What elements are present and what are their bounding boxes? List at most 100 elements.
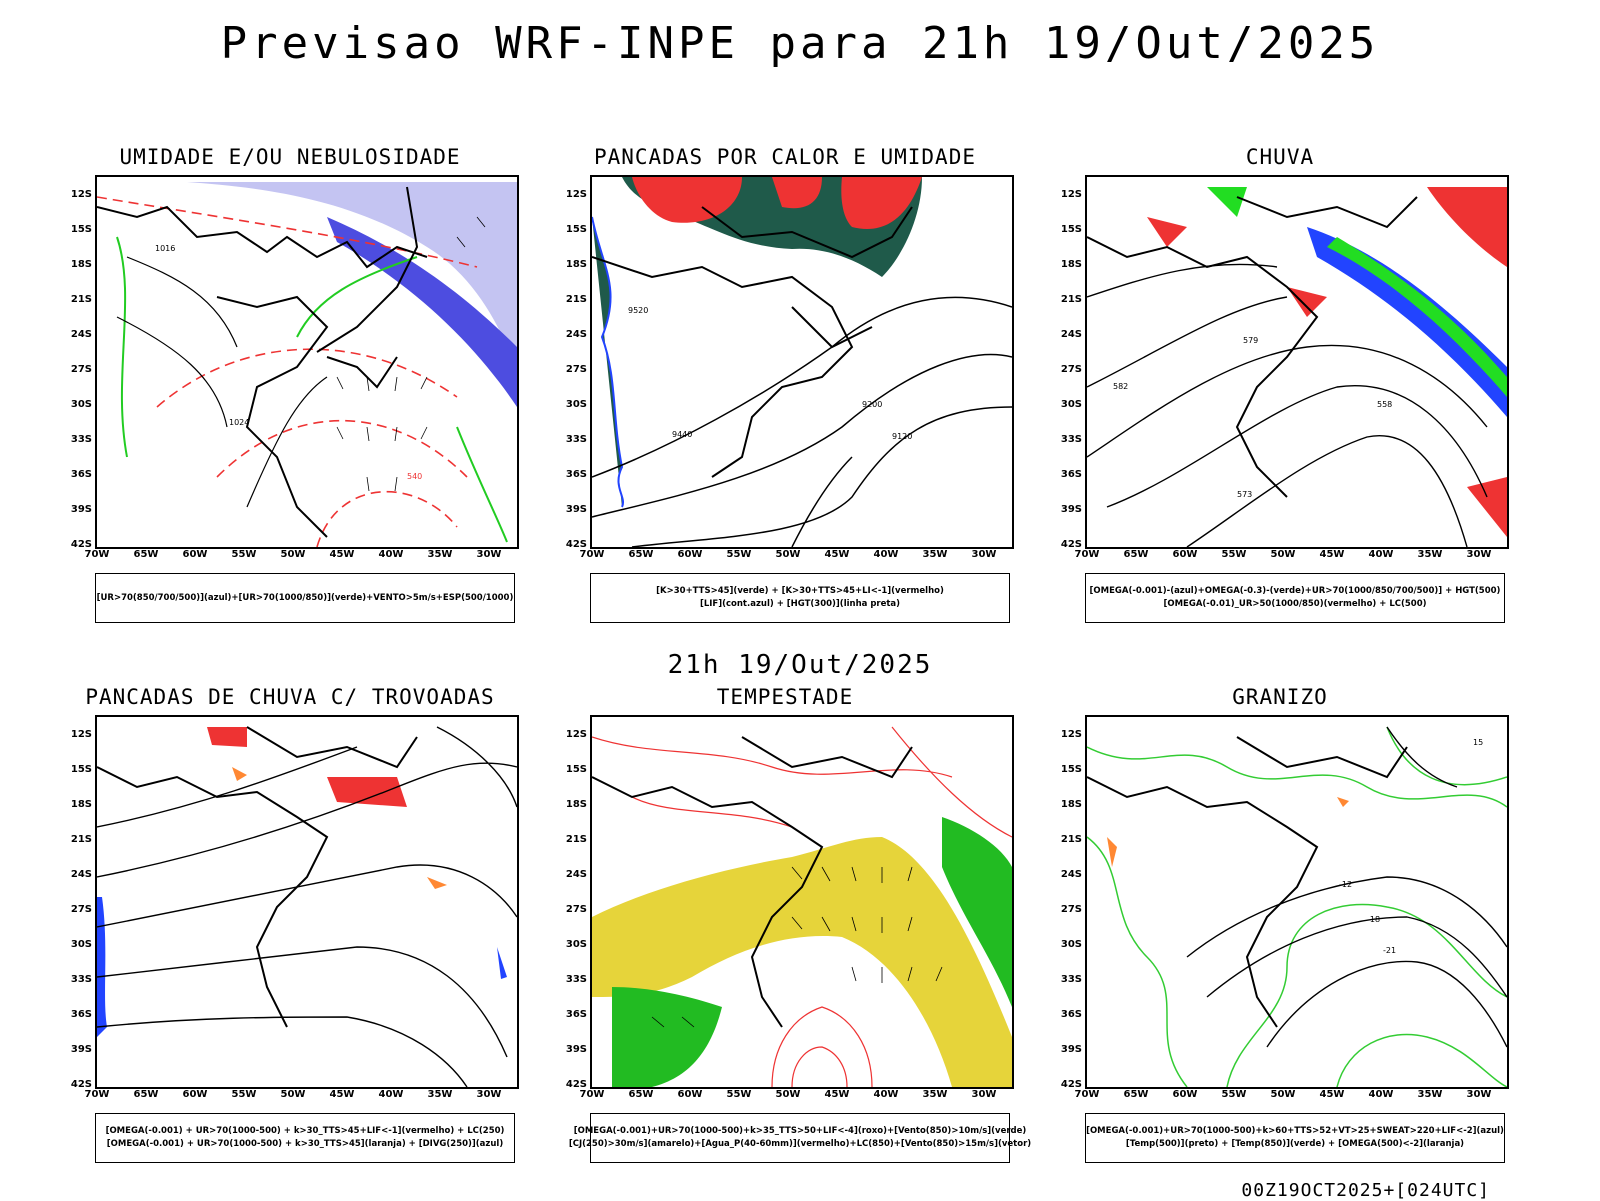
lat-label: 39S: [70, 504, 92, 515]
blue-fill: [97, 897, 507, 1037]
panel-granizo: GRANIZO -12 -18 -21 15 12S 15S 18S 21S 2…: [1040, 685, 1520, 1165]
humidity-fill-light: [187, 182, 517, 377]
panel-title: GRANIZO: [1232, 685, 1328, 709]
lat-label: 36S: [70, 1009, 92, 1020]
lon-label: 60W: [1172, 1089, 1198, 1100]
lon-label: 55W: [726, 549, 752, 560]
panel-caption: [OMEGA(-0.001)+UR>70(1000-500)+k>35_TTS>…: [569, 1113, 1031, 1163]
temp-850-green-lines: [1087, 726, 1507, 1087]
country-borders: [592, 736, 913, 1028]
lon-label: 55W: [1221, 1089, 1247, 1100]
lat-label: 30S: [565, 939, 587, 950]
map-svg: 1016 1024 540: [97, 182, 517, 547]
lon-label: 40W: [873, 1089, 899, 1100]
lon-label: 50W: [280, 1089, 306, 1100]
map-area: -12 -18 -21 15: [1085, 715, 1509, 1089]
lat-label: 42S: [70, 539, 92, 550]
panel-chuva: CHUVA 582 579 573 558 12S 15S 18S 21S 24…: [1040, 145, 1520, 625]
red-fill: [207, 727, 407, 807]
map-area: [95, 715, 519, 1089]
li-fill: [632, 177, 922, 229]
lon-label: 70W: [84, 549, 110, 560]
lon-label: 70W: [84, 1089, 110, 1100]
map-svg: -12 -18 -21 15: [1087, 726, 1507, 1087]
lat-label: 15S: [70, 224, 92, 235]
caption-line: [OMEGA(-0.001) + UR>70(1000-500) + k>30_…: [105, 1126, 505, 1136]
lat-label: 24S: [70, 329, 92, 340]
lat-label: 33S: [1060, 434, 1082, 445]
lat-label: 24S: [565, 329, 587, 340]
lat-label: 21S: [1060, 834, 1082, 845]
lon-label: 60W: [182, 1089, 208, 1100]
lat-label: 15S: [565, 764, 587, 775]
lon-label: 60W: [1172, 549, 1198, 560]
thickness-dashed-lines: [97, 196, 478, 547]
lon-label: 70W: [1074, 1089, 1100, 1100]
lat-label: 12S: [565, 189, 587, 200]
caption-line: [OMEGA(-0.001) + UR>70(1000-500) + k>30_…: [106, 1139, 504, 1149]
contour-label: 9200: [862, 400, 882, 409]
lat-label: 27S: [565, 904, 587, 915]
lat-label: 24S: [565, 869, 587, 880]
lon-label: 35W: [427, 549, 453, 560]
contour-label: 15: [1473, 738, 1483, 747]
lon-label: 55W: [231, 1089, 257, 1100]
lon-label: 40W: [378, 1089, 404, 1100]
lon-label: 65W: [628, 1089, 654, 1100]
caption-line: [K>30+TTS>45](verde) + [K>30+TTS>45+LI<-…: [656, 586, 944, 596]
lon-label: 30W: [971, 549, 997, 560]
lat-label: 36S: [565, 469, 587, 480]
lat-label: 27S: [70, 364, 92, 375]
lon-label: 35W: [922, 549, 948, 560]
panel-title: PANCADAS DE CHUVA C/ TROVOADAS: [85, 685, 495, 709]
lon-label: 30W: [1466, 1089, 1492, 1100]
omega-blue-fill: [1307, 227, 1507, 417]
panel-caption: [UR>70(850/700/500)](azul)+[UR>70(1000/8…: [95, 573, 515, 623]
lon-label: 55W: [1221, 549, 1247, 560]
lat-label: 27S: [565, 364, 587, 375]
lon-label: 50W: [280, 549, 306, 560]
caption-line: [OMEGA(-0.001)+UR>70(1000-500)+k>60+TTS>…: [1086, 1126, 1504, 1136]
lat-label: 42S: [70, 1079, 92, 1090]
lon-label: 45W: [824, 549, 850, 560]
lon-label: 55W: [231, 549, 257, 560]
panel-title: UMIDADE E/OU NEBULOSIDADE: [119, 145, 461, 169]
map-area: 582 579 573 558: [1085, 175, 1509, 549]
middle-time-label: 21h 19/Out/2025: [667, 650, 933, 680]
map-area: 1016 1024 540: [95, 175, 519, 549]
country-borders: [592, 206, 913, 478]
panel-title: CHUVA: [1245, 145, 1315, 169]
map-svg: [97, 726, 517, 1087]
map-area: 9520 9440 9200 9120: [590, 175, 1014, 549]
lat-label: 27S: [70, 904, 92, 915]
caption-line: [Temp(500)](preto) + [Temp(850)](verde) …: [1125, 1139, 1465, 1149]
wind-green-fill: [612, 817, 1012, 1087]
lon-label: 45W: [824, 1089, 850, 1100]
lon-label: 35W: [922, 1089, 948, 1100]
lat-label: 18S: [1060, 259, 1082, 270]
map-area: [590, 715, 1014, 1089]
lat-label: 12S: [565, 729, 587, 740]
lon-label: 65W: [1123, 1089, 1149, 1100]
country-borders: [97, 186, 428, 538]
contour-label: 579: [1243, 336, 1258, 345]
lat-label: 21S: [565, 294, 587, 305]
panel-caption: [K>30+TTS>45](verde) + [K>30+TTS>45+LI<-…: [590, 573, 1010, 623]
lat-label: 18S: [1060, 799, 1082, 810]
contour-label: -12: [1339, 880, 1352, 889]
lat-label: 42S: [1060, 1079, 1082, 1090]
lon-label: 65W: [133, 549, 159, 560]
omega-green-fill: [1207, 187, 1507, 397]
lat-label: 30S: [70, 399, 92, 410]
lat-label: 33S: [565, 974, 587, 985]
lat-label: 42S: [565, 539, 587, 550]
lat-label: 21S: [70, 834, 92, 845]
lon-label: 50W: [775, 549, 801, 560]
green-contours: [116, 236, 508, 543]
lat-label: 15S: [70, 764, 92, 775]
contour-label: -21: [1383, 946, 1396, 955]
lat-label: 36S: [565, 1009, 587, 1020]
lat-label: 36S: [1060, 1009, 1082, 1020]
contour-label: -18: [1367, 915, 1380, 924]
lat-label: 18S: [565, 799, 587, 810]
